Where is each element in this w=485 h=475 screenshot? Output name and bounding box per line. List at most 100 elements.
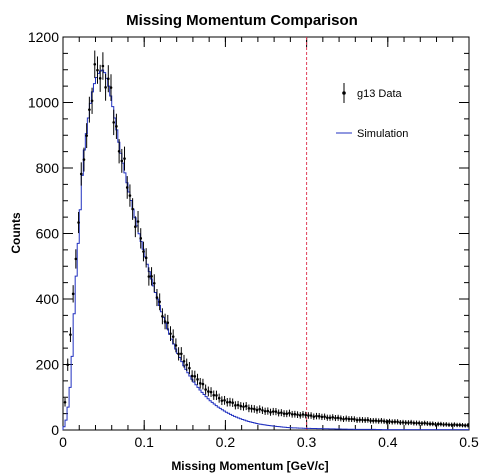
data-point xyxy=(355,418,359,422)
legend-data-dot xyxy=(342,91,346,95)
data-point xyxy=(326,416,329,420)
y-tick-label: 1200 xyxy=(28,29,59,45)
data-point xyxy=(390,420,394,424)
data-point xyxy=(334,416,337,420)
data-point xyxy=(93,63,97,66)
y-tick-label: 400 xyxy=(36,291,60,307)
data-point xyxy=(90,99,94,103)
data-point xyxy=(144,256,148,260)
data-point xyxy=(253,407,256,411)
data-point xyxy=(166,321,170,324)
x-tick-label: 0.5 xyxy=(459,434,479,450)
data-point xyxy=(136,220,140,223)
data-point xyxy=(458,423,462,427)
data-point xyxy=(88,108,91,111)
data-point xyxy=(412,421,416,425)
data-point xyxy=(385,420,389,424)
data-point xyxy=(344,417,348,420)
data-point xyxy=(358,418,362,422)
data-point xyxy=(212,393,216,397)
data-point xyxy=(434,422,437,426)
data-point xyxy=(401,421,405,424)
data-point xyxy=(109,86,113,89)
data-point xyxy=(182,359,186,363)
data-point xyxy=(363,418,367,422)
data-point xyxy=(242,405,245,408)
data-point xyxy=(393,420,397,424)
data-point xyxy=(323,415,326,418)
data-point xyxy=(209,390,213,394)
data-point xyxy=(380,419,383,423)
data-point xyxy=(293,412,297,416)
data-point xyxy=(339,417,343,420)
data-point xyxy=(371,419,375,423)
data-point xyxy=(112,121,116,124)
data-point xyxy=(420,422,424,425)
data-point xyxy=(439,422,443,426)
data-point xyxy=(342,417,345,421)
data-point xyxy=(82,158,86,161)
data-point xyxy=(428,422,432,426)
data-point xyxy=(196,378,199,381)
data-point xyxy=(171,335,175,338)
data-point xyxy=(247,407,251,410)
data-point xyxy=(223,399,226,402)
data-point xyxy=(147,275,151,278)
data-point xyxy=(106,77,110,81)
y-tick-label: 200 xyxy=(36,357,60,373)
data-point xyxy=(320,415,324,419)
data-point xyxy=(277,411,280,415)
data-point xyxy=(177,352,180,356)
data-point xyxy=(128,194,132,197)
data-point xyxy=(131,207,134,211)
y-axis-label: Counts xyxy=(9,212,23,254)
data-point xyxy=(250,407,253,410)
data-point xyxy=(163,320,167,323)
data-point xyxy=(158,300,161,304)
data-point xyxy=(369,419,372,423)
data-point xyxy=(169,332,172,335)
data-point xyxy=(453,423,456,426)
data-point xyxy=(407,421,410,424)
x-tick-label: 0.4 xyxy=(378,434,398,450)
data-point xyxy=(225,400,229,404)
x-tick-label: 0.1 xyxy=(134,434,154,450)
data-point xyxy=(236,403,240,407)
data-point xyxy=(266,409,270,413)
data-point xyxy=(77,221,80,224)
data-point xyxy=(350,417,353,421)
data-point xyxy=(466,423,470,427)
data-point xyxy=(361,418,364,422)
data-point xyxy=(388,420,391,423)
y-tick-label: 600 xyxy=(36,226,60,242)
data-point xyxy=(282,412,286,415)
data-point xyxy=(69,333,72,336)
y-tick-label: 1000 xyxy=(28,95,59,111)
data-point xyxy=(461,423,464,427)
legend-sim-label: Simulation xyxy=(357,128,408,140)
data-point xyxy=(296,413,299,416)
x-tick-label: 0.3 xyxy=(297,434,317,450)
data-point xyxy=(463,424,467,427)
y-tick-label: 0 xyxy=(51,422,59,438)
data-point xyxy=(215,394,218,397)
data-point xyxy=(399,421,402,424)
data-point xyxy=(161,314,164,318)
data-point xyxy=(404,421,408,424)
y-tick-labels: 0 200 400 600 800 1000 1200 xyxy=(28,29,59,438)
data-point xyxy=(79,172,83,176)
data-point xyxy=(101,64,105,68)
data-point xyxy=(288,411,291,415)
data-point xyxy=(315,414,318,418)
data-point xyxy=(377,419,380,423)
data-point xyxy=(436,422,440,426)
data-point xyxy=(353,417,356,421)
data-point xyxy=(280,411,283,414)
data-point xyxy=(263,410,267,413)
data-point xyxy=(98,77,102,80)
y-tick-label: 800 xyxy=(36,160,60,176)
data-point xyxy=(423,421,426,425)
data-point xyxy=(125,186,129,189)
data-point xyxy=(396,420,399,424)
data-point xyxy=(180,352,183,356)
